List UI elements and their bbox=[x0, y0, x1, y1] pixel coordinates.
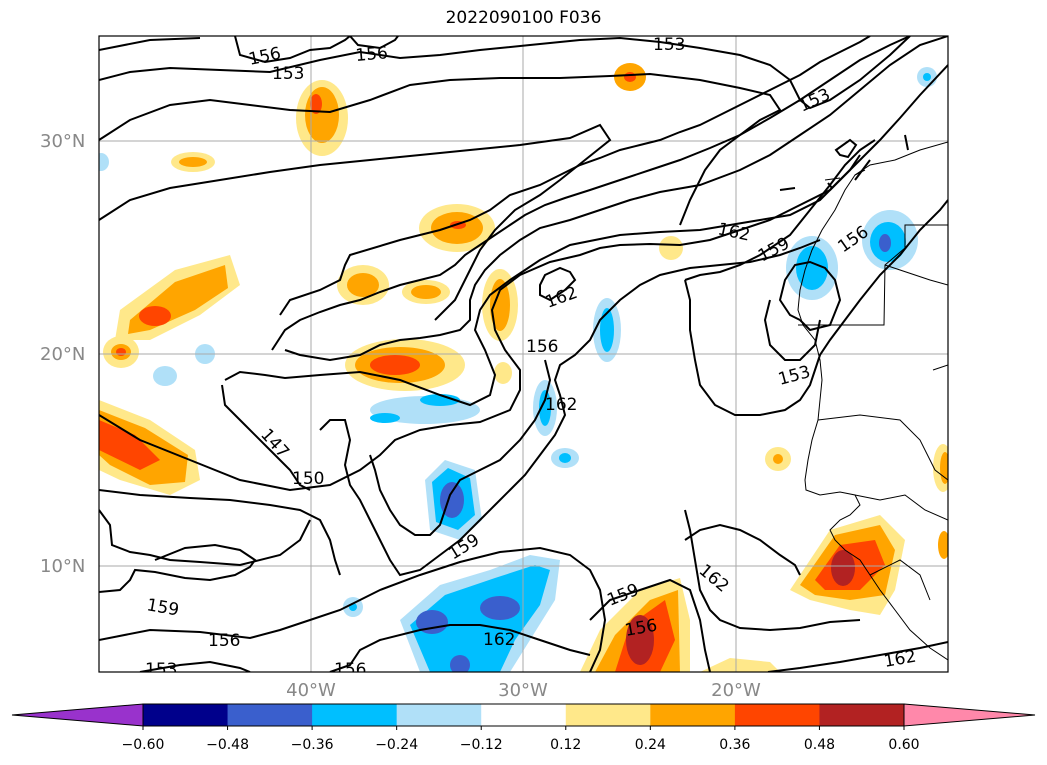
colorbar bbox=[11, 703, 1036, 730]
colorbar-segment bbox=[650, 704, 736, 726]
colorbar-segment bbox=[481, 704, 567, 726]
colorbar-tick-label: 0.24 bbox=[634, 737, 666, 753]
colorbar-tick-label: 0.12 bbox=[550, 737, 582, 753]
colorbar-extend-max bbox=[903, 703, 1036, 727]
colorbar-frame bbox=[142, 703, 905, 727]
colorbar-segment bbox=[396, 704, 482, 726]
positive-anomaly-shading bbox=[99, 63, 948, 672]
colorbar-tick-label: 0.48 bbox=[803, 737, 836, 753]
lon-label-40w: 40°W bbox=[286, 680, 336, 701]
colorbar-tick-label: −0.12 bbox=[459, 737, 503, 753]
colorbar-tick-label: 0.36 bbox=[719, 737, 751, 753]
map-frame bbox=[98, 35, 949, 673]
lon-label-20w: 20°W bbox=[711, 680, 761, 701]
contour-label: 156 bbox=[334, 660, 366, 680]
lat-label-10n: 10°N bbox=[40, 556, 86, 577]
map-plot-area: 156 153 156 153 153 162 159 156 162 156 … bbox=[99, 35, 948, 680]
contour-label: 150 bbox=[292, 469, 324, 489]
colorbar-segment bbox=[819, 704, 905, 726]
map-gridlines bbox=[99, 36, 948, 672]
colorbar-segment bbox=[312, 704, 398, 726]
contour-label: 156 bbox=[526, 337, 558, 357]
contour-label: 156 bbox=[208, 631, 240, 651]
lat-label-20n: 20°N bbox=[40, 344, 86, 365]
contour-label: 153 bbox=[145, 660, 177, 680]
contour-label: 153 bbox=[653, 35, 685, 55]
colorbar-tick-label: −0.24 bbox=[375, 737, 419, 753]
contour-label: 156 bbox=[355, 43, 389, 66]
colorbar-tick-label: −0.60 bbox=[121, 737, 165, 753]
colorbar-tick-label: 0.60 bbox=[888, 737, 920, 753]
colorbar-segment bbox=[227, 704, 313, 726]
lon-label-30w: 30°W bbox=[498, 680, 548, 701]
coastlines bbox=[797, 141, 948, 661]
map-title: 2022090100 F036 bbox=[445, 8, 602, 28]
colorbar-tick-label: −0.36 bbox=[290, 737, 334, 753]
colorbar-extend-min bbox=[11, 703, 144, 727]
colorbar-segment bbox=[143, 704, 229, 726]
lat-label-30n: 30°N bbox=[40, 131, 86, 152]
height-contours bbox=[99, 36, 948, 672]
contour-label: 162 bbox=[483, 630, 515, 650]
colorbar-segment bbox=[565, 704, 651, 726]
colorbar-tick-label: −0.48 bbox=[206, 737, 249, 753]
contour-label: 162 bbox=[545, 395, 577, 415]
colorbar-segment bbox=[734, 704, 820, 726]
contour-label: 153 bbox=[272, 64, 304, 84]
